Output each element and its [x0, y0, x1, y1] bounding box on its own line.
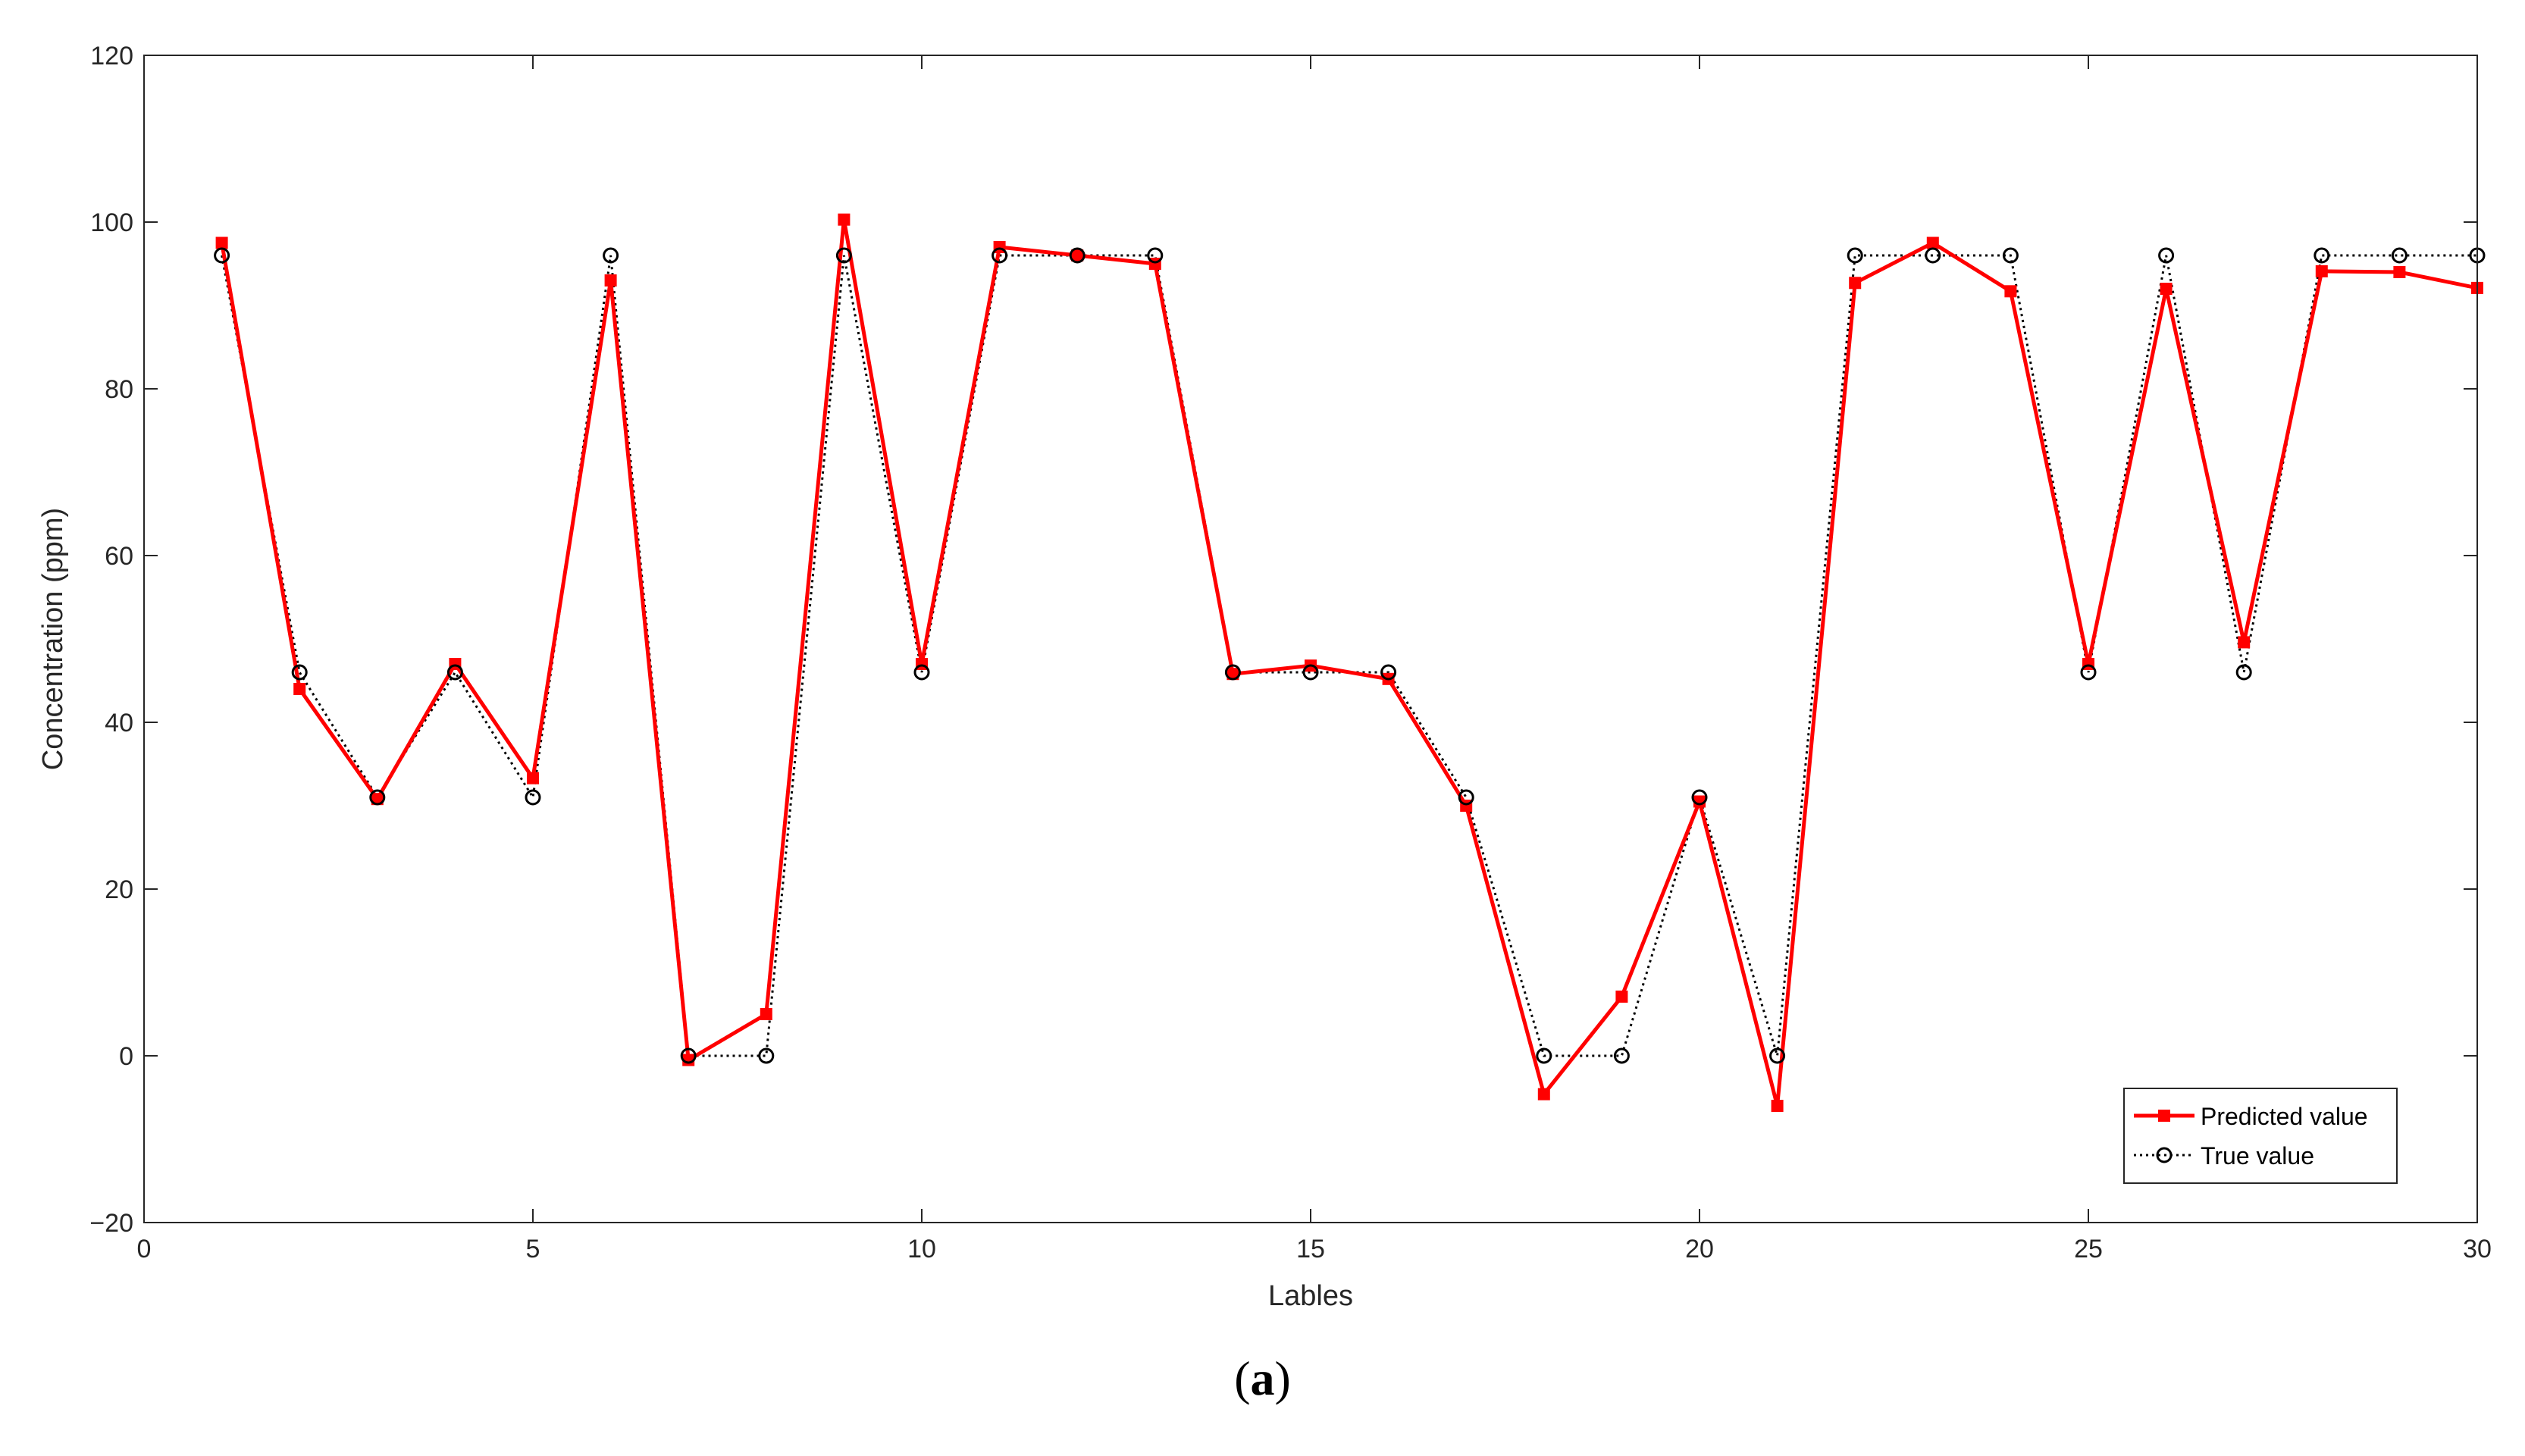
true-value-point — [446, 664, 463, 681]
true-value-point — [1613, 1047, 1630, 1064]
true-value-point — [758, 1047, 775, 1064]
true-value-point — [2235, 664, 2252, 681]
true-value-point — [214, 247, 230, 264]
predicted-value-point — [2160, 283, 2173, 295]
caption-letter: a — [1250, 1351, 1275, 1405]
predicted-value-point — [215, 236, 228, 249]
true-value-point — [2314, 247, 2330, 264]
true-value-point — [2158, 247, 2175, 264]
x-tick-label: 30 — [2463, 1235, 2492, 1263]
legend-predicted-label: Predicted value — [2201, 1103, 2368, 1130]
predicted-value-point — [1771, 1100, 1784, 1112]
true-value-point — [1302, 664, 1319, 681]
true-value-point — [1380, 664, 1397, 681]
predicted-value-point — [371, 793, 384, 806]
x-tick-label: 0 — [137, 1235, 152, 1263]
predicted-value-point — [760, 1008, 772, 1020]
true-value-point — [1847, 247, 1863, 264]
caption-open-paren: ( — [1234, 1351, 1251, 1405]
x-axis-label: Lables — [1268, 1280, 1353, 1312]
true-value-point — [369, 789, 386, 806]
true-value-point — [1691, 789, 1708, 806]
predicted-value-point — [2238, 636, 2251, 649]
true-value-point — [525, 789, 541, 806]
predicted-value-point — [1849, 277, 1862, 290]
true-value-point — [291, 664, 308, 681]
legend: Predicted value True value — [2123, 1088, 2398, 1184]
predicted-value-point — [2004, 285, 2017, 298]
y-tick-label: 40 — [105, 709, 133, 737]
predicted-value-point — [2315, 265, 2328, 277]
true-value-point — [1536, 1047, 1552, 1064]
true-value-point — [913, 664, 930, 681]
predicted-value-point — [604, 274, 617, 287]
y-tick-label: 100 — [90, 208, 133, 237]
y-axis-label: Concentration (ppm) — [37, 508, 69, 770]
series-layer — [214, 213, 2486, 1112]
caption-close-paren: ) — [1274, 1351, 1291, 1405]
predicted-value-point — [1615, 990, 1628, 1003]
y-tick-label: −20 — [89, 1209, 133, 1238]
y-tick-label: 60 — [105, 542, 133, 571]
true-value-point — [1925, 247, 1941, 264]
predicted-value-point — [1226, 668, 1239, 681]
y-tick-label: 80 — [105, 375, 133, 404]
true-value-point — [2002, 247, 2019, 264]
true-value-point — [835, 247, 852, 264]
y-tick-label: 0 — [119, 1042, 133, 1071]
figure-caption: (a) — [0, 1351, 2525, 1407]
predicted-value-point — [2393, 266, 2406, 278]
true-value-point — [603, 247, 619, 264]
predicted-value-point — [1071, 249, 1084, 261]
x-tick-label: 10 — [907, 1235, 936, 1263]
predicted-value-point — [527, 772, 539, 784]
y-tick-label: 20 — [105, 875, 133, 904]
true-value-point — [680, 1047, 697, 1064]
true-value-point — [2080, 664, 2097, 681]
x-tick-label: 5 — [526, 1235, 540, 1263]
legend-true-label: True value — [2201, 1142, 2314, 1169]
x-tick-label: 15 — [1296, 1235, 1325, 1263]
true-value-point — [1458, 789, 1474, 806]
true-value-line — [221, 254, 2477, 1057]
predicted-value-line — [220, 218, 2478, 1108]
legend-true-marker — [2156, 1147, 2173, 1163]
plot-frame — [143, 55, 2478, 1223]
x-tick-label: 25 — [2074, 1235, 2103, 1263]
true-value-point — [1224, 664, 1241, 681]
true-value-point — [992, 247, 1008, 264]
legend-box — [2123, 1088, 2398, 1184]
x-tick-label: 20 — [1685, 1235, 1714, 1263]
predicted-value-point — [1537, 1088, 1550, 1101]
plot-area — [144, 55, 2477, 1223]
predicted-value-point — [1926, 236, 1939, 249]
y-tick-label: 120 — [90, 42, 133, 70]
true-value-point — [1769, 1047, 1786, 1064]
true-value-point — [2391, 247, 2408, 264]
predicted-value-point — [293, 683, 306, 695]
predicted-value-point — [838, 213, 851, 226]
true-value-point — [1069, 247, 1085, 264]
legend-predicted-marker — [2158, 1110, 2170, 1122]
true-value-point — [1147, 247, 1164, 264]
